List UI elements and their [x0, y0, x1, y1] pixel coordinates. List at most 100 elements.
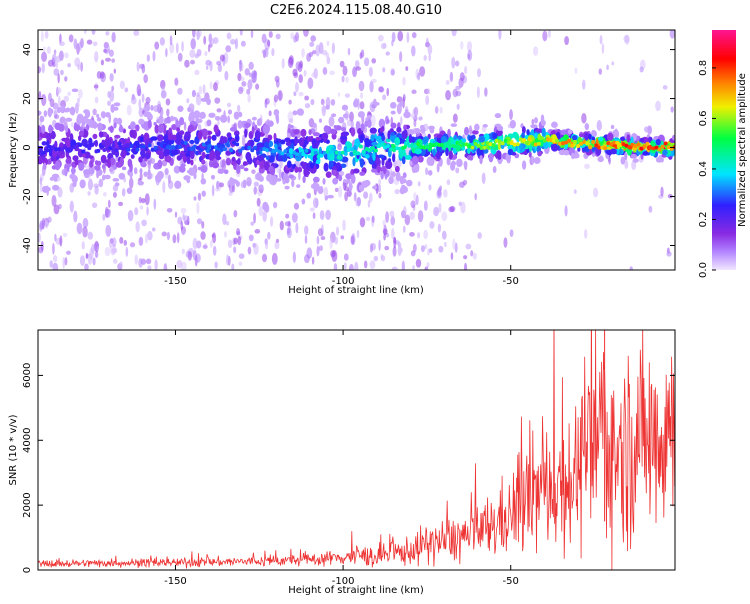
heatmap-cell — [342, 76, 345, 83]
heatmap-cell — [254, 182, 259, 187]
heatmap-cell — [381, 43, 387, 49]
heatmap-cell — [197, 218, 202, 224]
heatmap-cell — [253, 243, 258, 255]
heatmap-cell — [340, 235, 344, 239]
heatmap-cell — [469, 125, 472, 135]
heatmap-cell — [364, 139, 371, 147]
heatmap-cell — [97, 117, 101, 121]
heatmap-cell — [164, 263, 168, 273]
heatmap-cell — [127, 105, 132, 116]
heatmap-cell — [253, 213, 256, 224]
heatmap-cell — [189, 140, 194, 144]
heatmap-cell — [670, 106, 673, 112]
heatmap-cell — [193, 238, 198, 250]
heatmap-cell — [210, 150, 216, 159]
heatmap-cell — [449, 150, 453, 159]
heatmap-cell — [146, 258, 151, 264]
heatmap-cell — [235, 142, 239, 146]
heatmap-cell — [350, 147, 354, 151]
heatmap-cell — [237, 73, 241, 81]
heatmap-cell — [343, 114, 349, 119]
heatmap-cell — [67, 63, 71, 67]
heatmap-cell — [658, 147, 662, 151]
heatmap-cell — [105, 31, 109, 36]
heatmap-cell — [259, 156, 265, 161]
heatmap-cell — [329, 150, 333, 154]
heatmap-cell — [412, 32, 417, 38]
snr-x-ticks: -150-100-50 — [164, 330, 519, 587]
heatmap-cell — [287, 160, 292, 168]
heatmap-cell — [477, 87, 480, 99]
heatmap-cell — [224, 71, 228, 81]
heatmap-cell — [356, 122, 361, 129]
heatmap-cell — [243, 179, 247, 188]
heatmap-cell — [69, 174, 76, 180]
heatmap-cell — [537, 151, 542, 156]
heatmap-cell — [145, 153, 151, 160]
heatmap-cell — [457, 104, 460, 110]
heatmap-cell — [323, 67, 328, 75]
heatmap-cell — [81, 150, 85, 154]
heatmap-cell — [428, 184, 431, 190]
heatmap-cell — [403, 94, 406, 102]
heatmap-cell — [251, 30, 254, 38]
heatmap-cell — [357, 230, 360, 238]
heatmap-cell — [311, 72, 316, 77]
heatmap-cell — [50, 260, 53, 268]
heatmap-cell — [372, 152, 376, 161]
heatmap-cell — [330, 129, 336, 135]
heatmap-cell — [274, 109, 280, 116]
heatmap-cell — [142, 93, 145, 102]
heatmap-cell — [420, 127, 425, 134]
heatmap-cell — [247, 79, 252, 90]
heatmap-cell — [269, 110, 272, 116]
heatmap-cell — [186, 178, 190, 183]
heatmap-cell — [114, 102, 121, 106]
heatmap-cell — [57, 107, 61, 113]
heatmap-cell — [119, 237, 123, 244]
heatmap-cell — [313, 212, 316, 219]
heatmap-cell — [210, 240, 213, 248]
heatmap-cell — [416, 142, 420, 146]
heatmap-cell — [320, 210, 325, 220]
heatmap-cell — [179, 166, 185, 173]
heatmap-cell — [378, 155, 385, 159]
heatmap-cell — [402, 156, 406, 164]
heatmap-cell — [159, 153, 165, 159]
heatmap-cell — [330, 160, 333, 167]
heatmap-cell — [148, 143, 152, 147]
heatmap-cell — [182, 249, 185, 255]
heatmap-cell — [419, 66, 425, 76]
heatmap-cell — [146, 206, 148, 215]
heatmap-cell — [379, 87, 385, 93]
heatmap-cell — [258, 184, 263, 189]
heatmap-cell — [71, 167, 76, 174]
heatmap-cell — [304, 70, 307, 77]
heatmap-cell — [227, 132, 232, 138]
heatmap-cell — [334, 125, 337, 129]
heatmap-cell — [41, 125, 45, 134]
heatmap-cell — [515, 133, 519, 141]
heatmap-cell — [164, 168, 168, 175]
heatmap-cell — [631, 154, 638, 159]
heatmap-cell — [236, 231, 240, 236]
heatmap-cell — [272, 253, 278, 265]
heatmap-cell — [525, 141, 529, 145]
heatmap-cell — [174, 181, 181, 189]
heatmap-cell — [483, 124, 488, 128]
heatmap-cell — [607, 133, 614, 141]
heatmap-cell — [296, 61, 301, 70]
heatmap-cell — [201, 159, 205, 164]
heatmap-cell — [374, 102, 380, 106]
heatmap-cell — [598, 137, 603, 142]
heatmap-cell — [464, 127, 469, 136]
heatmap-cell — [194, 70, 199, 75]
heatmap-cell — [582, 80, 585, 90]
heatmap-cell — [94, 186, 98, 195]
heatmap-cell — [383, 228, 388, 234]
heatmap-cell — [316, 198, 319, 207]
heatmap-cell — [107, 101, 111, 107]
heatmap-cell — [140, 136, 144, 142]
heatmap-cell — [572, 135, 577, 140]
heatmap-cell — [244, 168, 249, 172]
